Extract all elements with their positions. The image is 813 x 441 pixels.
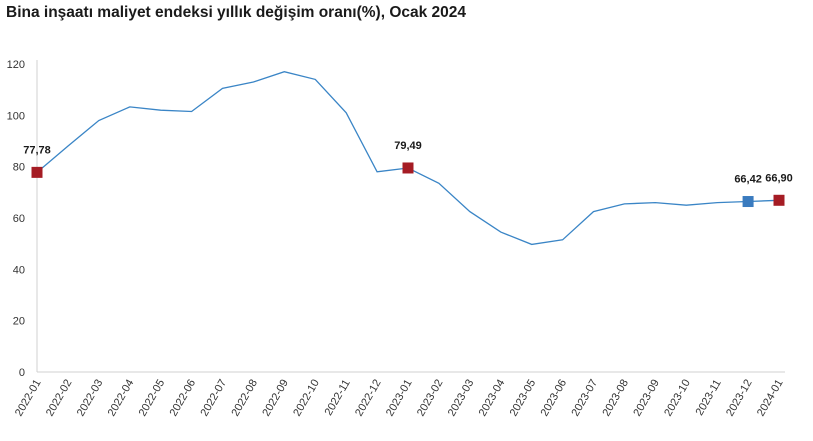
x-tick-label: 2023-11: [694, 378, 724, 418]
data-marker: [402, 162, 414, 174]
x-tick-label: 2023-09: [631, 378, 662, 419]
x-tick-label: 2023-05: [508, 378, 539, 419]
y-tick-label: 80: [13, 162, 25, 174]
chart-axes: [36, 60, 785, 373]
y-tick-label: 20: [13, 316, 25, 328]
x-tick-label: 2022-07: [199, 378, 230, 419]
y-tick-label: 100: [7, 110, 25, 122]
x-tick-label: 2023-06: [539, 378, 570, 419]
x-tick-label: 2023-08: [600, 378, 631, 419]
chart-title: Bina inşaatı maliyet endeksi yıllık deği…: [6, 4, 467, 21]
data-marker: [742, 196, 754, 208]
x-tick-label: 2023-04: [477, 378, 508, 419]
x-tick-label: 2022-10: [291, 378, 322, 419]
x-tick-label: 2022-03: [75, 378, 106, 419]
series-line: [36, 71, 780, 246]
x-tick-label: 2023-02: [415, 378, 446, 419]
data-label: 79,49: [394, 140, 422, 152]
marker-group: [31, 162, 785, 208]
data-marker: [31, 166, 43, 178]
x-tick-label: 2024-01: [755, 378, 786, 419]
x-tick-label: 2023-03: [446, 378, 477, 419]
y-tick-label: 60: [13, 213, 25, 225]
x-tick-label: 2022-06: [168, 378, 199, 419]
y-tick-label: 0: [19, 367, 25, 379]
data-label: 66,42: [734, 174, 762, 186]
x-tick-label: 2023-12: [724, 378, 755, 419]
data-label: 66,90: [765, 172, 793, 184]
x-tick-label: 2022-12: [353, 378, 384, 419]
data-label-group: 77,78 79,49 66,42 66,90: [23, 140, 793, 186]
x-tick-label: 2022-08: [229, 378, 260, 419]
x-tick-label: 2022-11: [323, 378, 353, 418]
x-tick-label: 2023-07: [570, 378, 601, 419]
x-tick-label: 2022-05: [137, 378, 168, 419]
data-label: 77,78: [23, 144, 51, 156]
y-axis-ticks: 0 20 40 60 80 100 120: [7, 59, 25, 379]
x-tick-label: 2022-04: [106, 378, 137, 419]
data-marker: [773, 194, 785, 206]
x-tick-label: 2022-09: [260, 378, 291, 419]
x-tick-label: 2022-01: [13, 378, 44, 419]
x-tick-label: 2022-02: [44, 378, 75, 419]
x-tick-label: 2023-10: [662, 378, 693, 419]
x-tick-label: 2023-01: [384, 378, 415, 419]
y-tick-label: 40: [13, 264, 25, 276]
series-group: [36, 71, 780, 246]
x-axis-ticks: 2022-01 2022-02 2022-03 2022-04 2022-05 2022-…: [13, 378, 786, 419]
y-tick-label: 120: [7, 59, 25, 71]
